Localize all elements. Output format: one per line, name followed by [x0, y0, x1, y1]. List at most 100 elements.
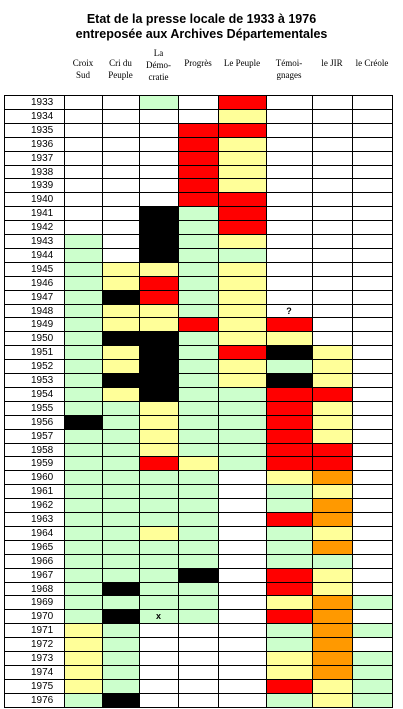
status-cell-le-creole	[352, 275, 393, 291]
status-cell-le-creole	[352, 609, 393, 625]
status-cell-le-peuple	[218, 581, 267, 597]
status-cell-le-jir	[312, 553, 353, 569]
status-cell-temoignages	[266, 95, 313, 110]
status-cell-la-democratie	[139, 498, 179, 513]
status-cell-croix-sud	[64, 234, 103, 249]
status-cell-le-peuple	[218, 651, 267, 666]
column-header-line: La	[153, 48, 164, 58]
status-cell-le-jir	[312, 664, 353, 680]
status-cell-la-democratie	[139, 525, 179, 541]
column-header-la-democratie: La Démo-cratie	[133, 47, 184, 83]
column-header-progres: Progrès	[172, 57, 224, 69]
status-cell-cri-du-peuple	[102, 581, 140, 597]
status-cell-le-creole	[352, 428, 393, 444]
status-cell-temoignages	[266, 261, 313, 277]
status-cell-progres	[178, 373, 219, 388]
status-cell-le-peuple	[218, 317, 267, 333]
status-cell-le-jir	[312, 651, 353, 666]
status-cell-croix-sud	[64, 692, 103, 708]
status-cell-cri-du-peuple	[102, 108, 140, 124]
status-cell-la-democratie	[139, 317, 179, 333]
status-cell-le-peuple	[218, 623, 267, 639]
status-cell-croix-sud	[64, 95, 103, 110]
status-cell-le-creole	[352, 178, 393, 194]
year-label: 1972	[4, 637, 64, 652]
status-cell-temoignages	[266, 386, 313, 402]
status-cell-le-creole	[352, 484, 393, 500]
status-cell-la-democratie	[139, 150, 179, 166]
status-cell-progres	[178, 386, 219, 402]
status-cell-la-democratie	[139, 651, 179, 666]
status-cell-progres	[178, 164, 219, 180]
status-cell-le-peuple	[218, 178, 267, 194]
status-cell-le-peuple	[218, 164, 267, 180]
status-cell-le-creole	[352, 678, 393, 694]
status-cell-le-peuple	[218, 150, 267, 166]
year-label: 1941	[4, 206, 64, 222]
status-cell-cri-du-peuple	[102, 428, 140, 444]
status-cell-progres	[178, 637, 219, 652]
status-cell-temoignages	[266, 303, 313, 319]
status-cell-le-creole	[352, 331, 393, 347]
status-cell-croix-sud	[64, 581, 103, 597]
status-cell-progres	[178, 192, 219, 208]
status-cell-le-jir	[312, 303, 353, 319]
status-cell-le-creole	[352, 442, 393, 458]
status-cell-le-jir	[312, 581, 353, 597]
status-cell-croix-sud	[64, 220, 103, 235]
status-cell-croix-sud	[64, 289, 103, 305]
status-cell-progres	[178, 275, 219, 291]
year-label: 1952	[4, 359, 64, 374]
status-cell-cri-du-peuple	[102, 595, 140, 611]
status-cell-le-jir	[312, 234, 353, 249]
status-cell-croix-sud	[64, 261, 103, 277]
status-cell-croix-sud	[64, 400, 103, 416]
status-cell-cri-du-peuple	[102, 512, 140, 527]
status-cell-temoignages	[266, 234, 313, 249]
status-cell-le-creole	[352, 136, 393, 152]
status-cell-progres	[178, 651, 219, 666]
status-cell-le-jir	[312, 678, 353, 694]
status-cell-le-peuple	[218, 456, 267, 472]
year-label: 1951	[4, 345, 64, 361]
status-cell-cri-du-peuple	[102, 484, 140, 500]
column-header-line: gnages	[276, 70, 302, 80]
status-cell-croix-sud	[64, 317, 103, 333]
status-cell-cri-du-peuple	[102, 275, 140, 291]
status-cell-temoignages	[266, 192, 313, 208]
status-cell-progres	[178, 428, 219, 444]
status-cell-la-democratie	[139, 400, 179, 416]
status-cell-le-jir	[312, 637, 353, 652]
status-cell-la-democratie	[139, 442, 179, 458]
year-label: 1936	[4, 136, 64, 152]
status-cell-le-peuple	[218, 345, 267, 361]
status-cell-la-democratie	[139, 414, 179, 430]
status-cell-le-peuple	[218, 470, 267, 486]
status-cell-croix-sud	[64, 206, 103, 222]
status-cell-le-jir	[312, 247, 353, 263]
status-cell-croix-sud	[64, 331, 103, 347]
status-cell-progres	[178, 261, 219, 277]
status-cell-cri-du-peuple	[102, 247, 140, 263]
status-cell-cri-du-peuple	[102, 95, 140, 110]
status-cell-progres	[178, 317, 219, 333]
year-label: 1938	[4, 164, 64, 180]
status-cell-temoignages	[266, 512, 313, 527]
status-cell-progres	[178, 95, 219, 110]
status-cell-la-democratie	[139, 678, 179, 694]
status-cell-temoignages	[266, 553, 313, 569]
status-cell-le-peuple	[218, 108, 267, 124]
status-cell-le-peuple	[218, 484, 267, 500]
status-cell-le-creole	[352, 456, 393, 472]
status-cell-temoignages	[266, 289, 313, 305]
column-header-le-peuple: Le Peuple	[212, 57, 272, 69]
status-cell-progres	[178, 484, 219, 500]
status-cell-progres	[178, 442, 219, 458]
year-label: 1942	[4, 220, 64, 235]
year-label: 1953	[4, 373, 64, 388]
status-cell-croix-sud	[64, 136, 103, 152]
status-cell-croix-sud	[64, 678, 103, 694]
status-cell-temoignages	[266, 122, 313, 138]
status-cell-cri-du-peuple	[102, 136, 140, 152]
status-cell-temoignages	[266, 345, 313, 361]
